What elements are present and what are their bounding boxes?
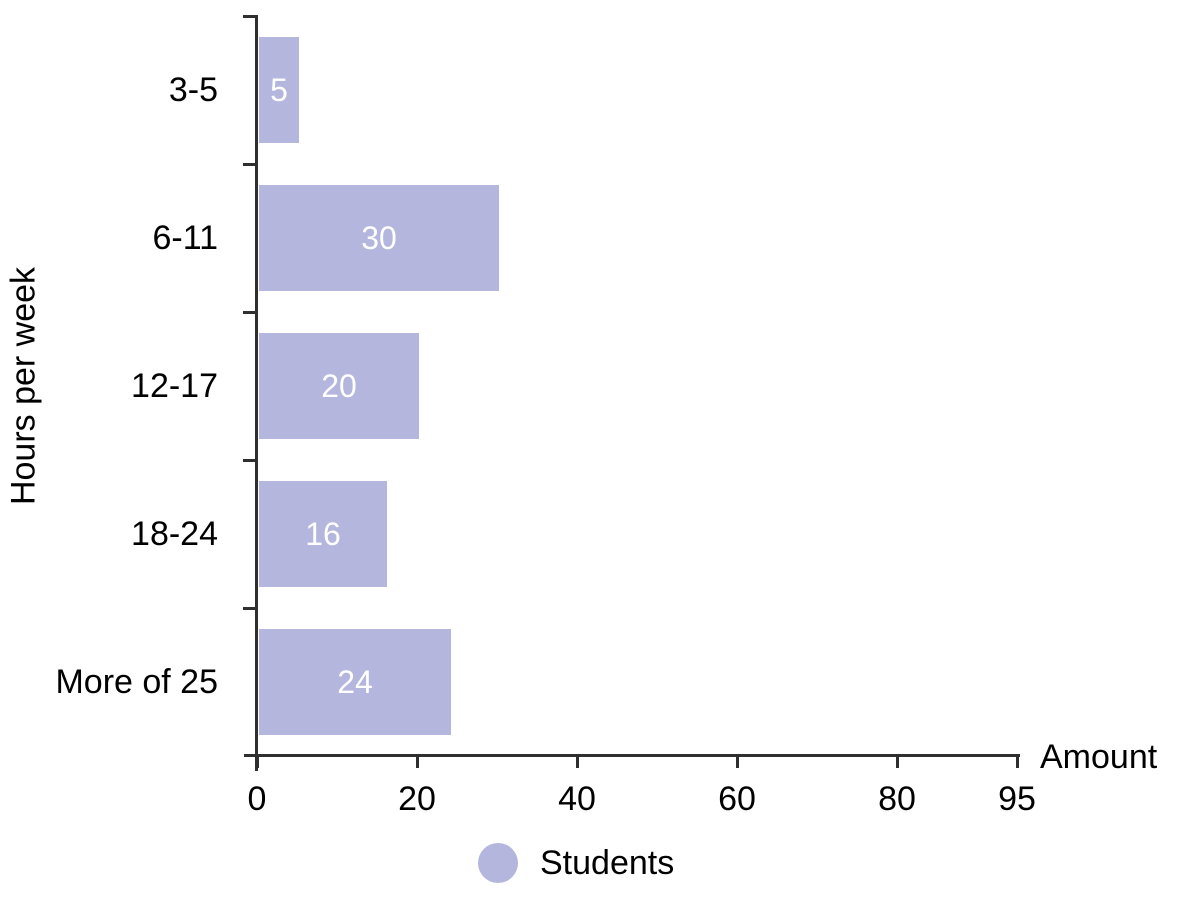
category-label: 3-5 <box>168 71 218 109</box>
x-tick-label: 95 <box>998 780 1036 818</box>
category-label: 12-17 <box>131 367 218 405</box>
x-axis-tick <box>415 754 419 768</box>
y-axis-tick <box>243 311 256 314</box>
x-axis-tick <box>255 754 259 768</box>
x-axis-tick <box>1015 754 1019 768</box>
y-axis-tick <box>243 459 256 462</box>
x-tick-label: 40 <box>558 780 596 818</box>
x-axis-tick <box>895 754 899 768</box>
x-axis-line <box>244 754 1020 757</box>
legend: Students <box>478 843 674 883</box>
bar: 16 <box>259 481 387 587</box>
y-axis-tick <box>243 15 256 18</box>
bar-value-label: 16 <box>305 515 341 552</box>
legend-circle-icon <box>478 843 518 883</box>
legend-label: Students <box>540 844 675 882</box>
category-label: 18-24 <box>131 515 218 553</box>
y-axis-tick <box>243 607 256 610</box>
bar-value-label: 30 <box>361 219 397 256</box>
bar: 20 <box>259 333 419 439</box>
x-tick-label: 80 <box>878 780 916 818</box>
category-label: 6-11 <box>152 219 218 257</box>
bar-value-label: 5 <box>270 71 288 108</box>
x-axis-tick <box>735 754 739 768</box>
bar: 30 <box>259 185 499 291</box>
x-axis-tick <box>575 754 579 768</box>
bar-value-label: 20 <box>321 367 357 404</box>
bar: 24 <box>259 629 451 735</box>
x-tick-label: 60 <box>718 780 756 818</box>
x-tick-label: 0 <box>247 780 267 818</box>
category-label: More of 25 <box>55 663 218 701</box>
x-tick-label: 20 <box>398 780 436 818</box>
y-axis-tick <box>243 163 256 166</box>
bar-value-label: 24 <box>337 663 373 700</box>
x-axis-title: Amount <box>1040 738 1158 776</box>
y-axis-line <box>255 15 258 771</box>
bar: 5 <box>259 37 299 143</box>
